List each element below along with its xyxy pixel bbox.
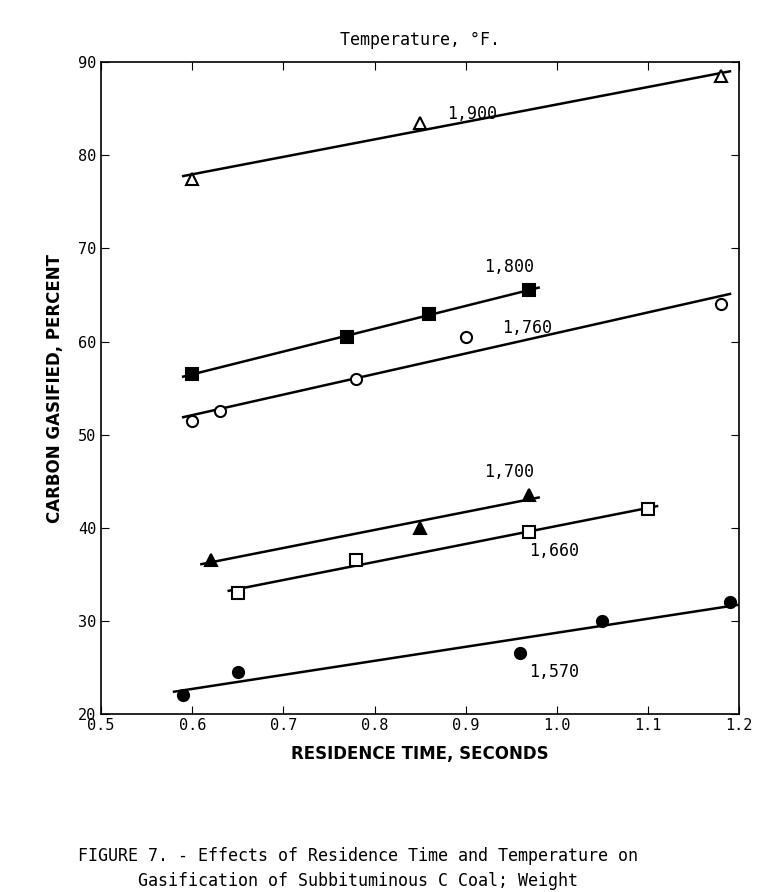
Text: 1,570: 1,570 (530, 663, 580, 681)
Text: 1,800: 1,800 (484, 258, 534, 277)
Text: 1,760: 1,760 (502, 318, 552, 336)
Y-axis label: CARBON GASIFIED, PERCENT: CARBON GASIFIED, PERCENT (46, 253, 64, 523)
Text: 1,660: 1,660 (530, 541, 580, 560)
Text: 1,900: 1,900 (447, 104, 497, 122)
Text: 1,700: 1,700 (484, 463, 534, 481)
Text: Temperature, °F.: Temperature, °F. (340, 31, 500, 49)
X-axis label: RESIDENCE TIME, SECONDS: RESIDENCE TIME, SECONDS (291, 745, 549, 763)
Text: FIGURE 7. - Effects of Residence Time and Temperature on
      Gasification of S: FIGURE 7. - Effects of Residence Time an… (78, 847, 638, 892)
